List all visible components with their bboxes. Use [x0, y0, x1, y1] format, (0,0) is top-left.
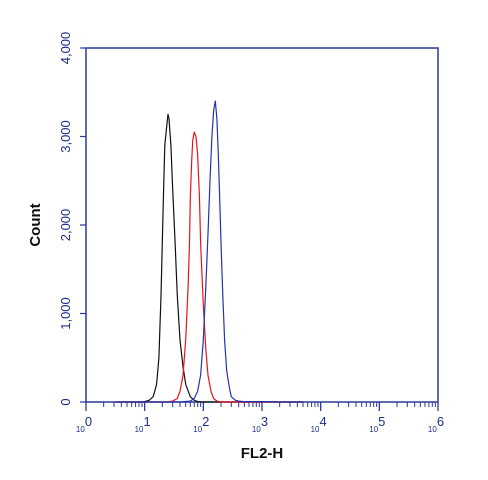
series-layer — [115, 100, 303, 403]
y-tick-label: 1,000 — [58, 297, 73, 330]
x-tick-label: 105 — [369, 414, 385, 434]
y-axis: 0 1,000 2,000 3,000 4,000 — [58, 32, 86, 406]
x-axis-title: FL2-H — [241, 445, 284, 462]
y-tick-label: 3,000 — [58, 120, 73, 153]
x-tick-label: 103 — [252, 414, 268, 434]
x-tick-label: 106 — [428, 414, 444, 434]
series-line-2 — [115, 131, 303, 403]
y-tick-label: 0 — [58, 398, 73, 405]
plot-frame — [85, 47, 439, 403]
x-axis: 100 101 102 103 104 105 106 — [76, 402, 444, 434]
x-tick-label: 104 — [311, 414, 327, 434]
y-tick-label: 4,000 — [58, 32, 73, 65]
series-line-3 — [115, 100, 303, 403]
y-tick-label: 2,000 — [58, 209, 73, 242]
x-tick-label: 102 — [193, 414, 209, 434]
y-axis-title: Count — [27, 203, 44, 246]
x-tick-label: 101 — [135, 414, 151, 434]
x-tick-label: 100 — [76, 414, 92, 434]
series-line-1 — [115, 113, 303, 403]
